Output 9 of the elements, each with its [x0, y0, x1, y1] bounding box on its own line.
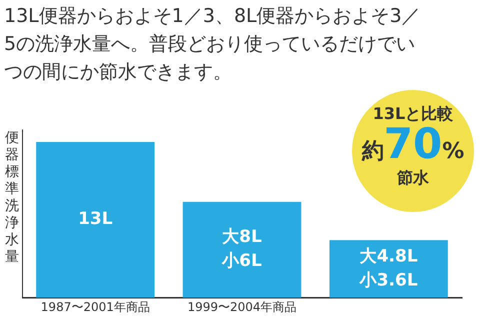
data-label: 大8L 小6L	[221, 227, 262, 272]
data-label: 13L	[78, 209, 113, 230]
data-label: 大4.8L 小3.6L	[358, 246, 418, 290]
annotation: 節水	[396, 168, 430, 188]
y-axis-title: 便器標準洗浄水量	[4, 130, 20, 266]
text: 13Lと比較	[372, 104, 454, 124]
x-tick-label: 1987〜2001年商品	[40, 300, 150, 314]
chart-title: 13L便器からおよそ1／3、8L便器からおよそ3／5の洗浄水量へ。普段どおり使っているだけでいつの間にか節水できます。	[4, 4, 422, 85]
x-tick-label: 1999〜2004年商品	[187, 300, 297, 314]
